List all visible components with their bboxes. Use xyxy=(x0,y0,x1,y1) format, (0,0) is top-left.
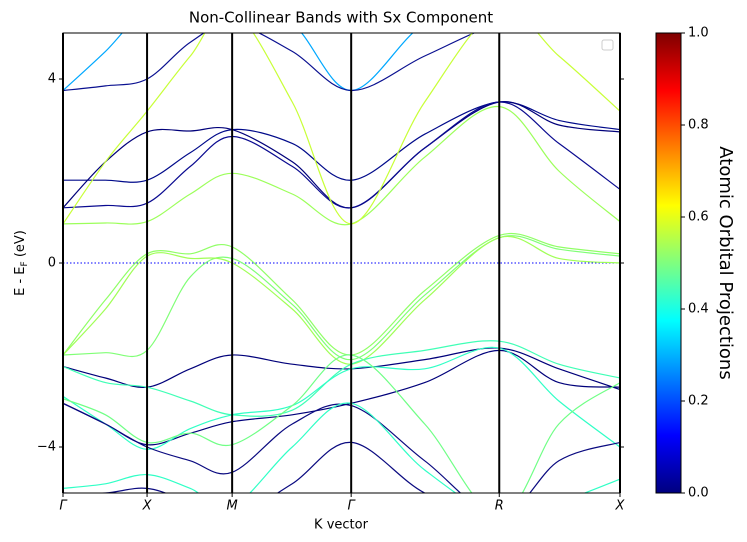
colorbar-tick-label: 1.0 xyxy=(688,26,709,41)
band-line xyxy=(63,105,620,226)
colorbar-tick-label: 0.8 xyxy=(688,118,709,133)
x-tick-label: M xyxy=(227,499,238,514)
band-line xyxy=(63,346,620,450)
y-tick-label: 0 xyxy=(48,256,56,271)
colorbar-tick-label: 0.0 xyxy=(688,486,709,501)
x-tick-label: X xyxy=(142,499,153,514)
y-label-part: E - E xyxy=(13,266,28,295)
legend-box xyxy=(601,39,614,51)
band-line xyxy=(63,33,414,92)
band-line xyxy=(63,33,476,92)
y-tick-label: 4 xyxy=(48,72,56,87)
band-line xyxy=(63,232,620,356)
band-line xyxy=(63,347,620,391)
colorbar-tick-label: 0.2 xyxy=(688,394,709,409)
y-label-sub: F xyxy=(20,261,30,266)
band-line xyxy=(63,340,620,417)
band-line xyxy=(63,402,620,493)
x-axis-label: K vector xyxy=(314,518,369,533)
x-tick-label: R xyxy=(495,499,504,514)
band-line xyxy=(63,101,620,209)
x-tick-label: Γ xyxy=(59,499,68,514)
band-line xyxy=(63,235,620,365)
colorbar-label: Atomic Orbital Projections xyxy=(715,146,736,379)
colorbar xyxy=(655,32,682,494)
x-tick-label: X xyxy=(615,499,626,514)
y-label-part: (eV) xyxy=(13,230,28,261)
band-line xyxy=(63,235,620,361)
y-tick-label: −4 xyxy=(37,440,56,455)
colorbar-tick-label: 0.4 xyxy=(688,302,709,317)
chart-title: Non-Collinear Bands with Sx Component xyxy=(189,9,493,27)
band-line xyxy=(63,101,620,209)
band-line xyxy=(63,441,620,493)
x-tick-label: Γ xyxy=(348,499,357,514)
band-line xyxy=(63,402,620,493)
colorbar-tick-label: 0.6 xyxy=(688,210,709,225)
y-axis-label: E - EF (eV) xyxy=(13,230,30,296)
